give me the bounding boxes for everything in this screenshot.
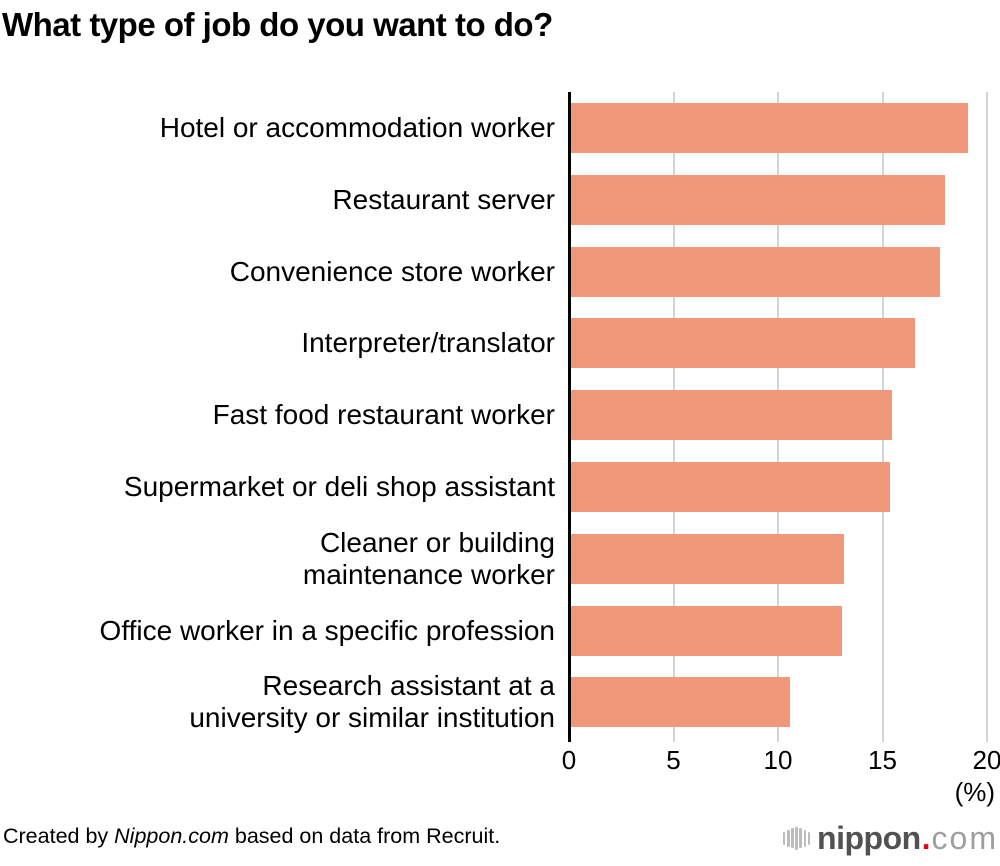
bar: [570, 533, 845, 584]
category-label: Supermarket or deli shop assistant: [123, 471, 555, 502]
credit-brand-name: Nippon.com: [114, 824, 229, 848]
x-tick-label: 10: [763, 745, 793, 775]
logo-dot: .: [921, 819, 931, 856]
bar: [570, 318, 916, 369]
credit-text: Created by Nippon.com based on data from…: [3, 824, 500, 849]
category-label: Research assistant at a university or si…: [189, 670, 555, 734]
gridline: [986, 92, 988, 742]
x-tick-label: 20: [972, 745, 1000, 775]
logo-tld-text: com: [931, 819, 998, 856]
chart-title: What type of job do you want to do?: [2, 6, 553, 43]
category-label: Cleaner or building maintenance worker: [302, 526, 555, 590]
category-label: Fast food restaurant worker: [212, 399, 555, 431]
category-label: Hotel or accommodation worker: [159, 112, 555, 143]
x-tick-label: 5: [666, 745, 681, 775]
bar: [570, 462, 891, 512]
x-tick-label: 0: [561, 745, 577, 775]
credit-prefix: Created by: [3, 824, 115, 848]
y-axis-line: [567, 92, 571, 742]
bar: [570, 677, 790, 728]
category-label: Interpreter/translator: [301, 327, 555, 359]
credit-suffix: based on data from Recruit.: [228, 824, 501, 848]
bar: [570, 246, 941, 297]
nippon-logo: nippon . com: [782, 819, 998, 856]
bar: [570, 174, 945, 225]
x-axis-unit-label: (%): [954, 777, 995, 807]
bar: [570, 390, 893, 441]
category-label: Restaurant server: [332, 183, 555, 215]
bar: [570, 605, 843, 656]
category-label: Convenience store worker: [229, 255, 555, 287]
x-tick-label: 15: [868, 745, 897, 775]
bar-chart: 0 5 10 15 20 Hotel or accommodation worker Res…: [99, 92, 1000, 775]
logo-name-text: nippon: [817, 819, 921, 856]
category-label: Office worker in a specific profession: [99, 614, 555, 646]
soundwave-icon: [782, 826, 812, 850]
bar: [570, 103, 968, 153]
